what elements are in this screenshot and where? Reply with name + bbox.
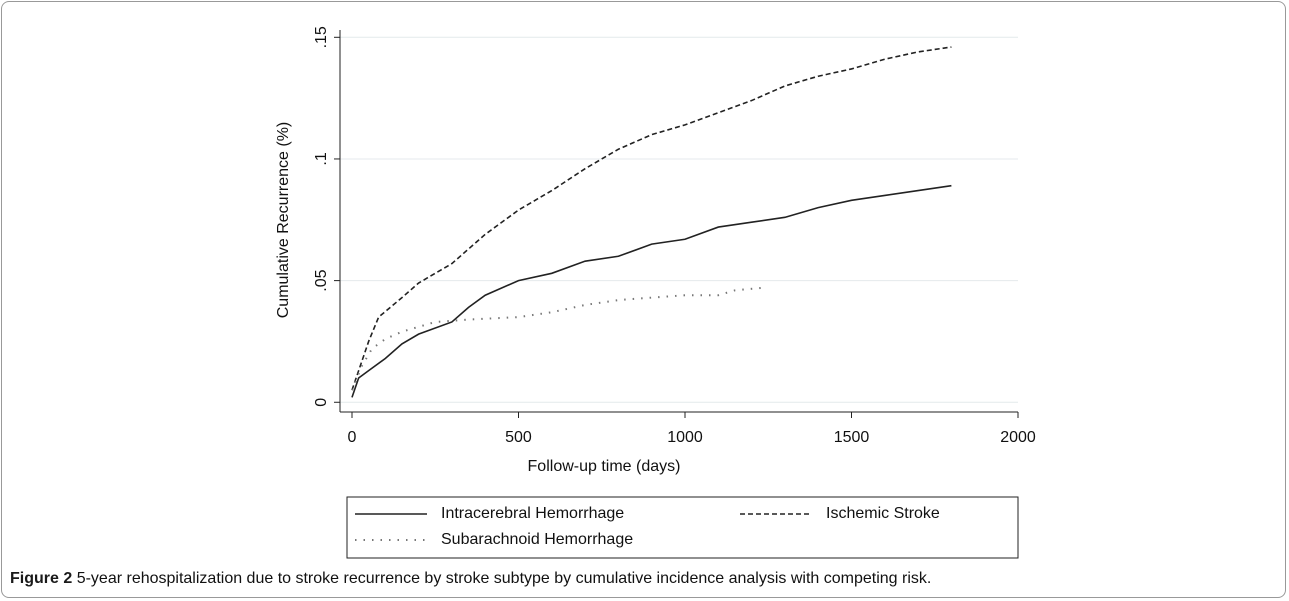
caption: Figure 2 5-year rehospitalization due to… [10, 570, 931, 588]
y-tick-label: .05 [313, 269, 330, 291]
legend-label: Subarachnoid Hemorrhage [441, 531, 633, 548]
x-tick-label: 0 [348, 429, 357, 446]
chart: Follow-up time (days) Cumulative Recurre… [275, 26, 1036, 559]
x-axis-title: Follow-up time (days) [528, 458, 681, 475]
caption-label: Figure 2 [10, 570, 73, 587]
caption-text: 5-year rehospitalization due to stroke r… [76, 570, 932, 587]
legend-box [346, 496, 1019, 559]
x-tick-label: 1000 [667, 429, 703, 446]
series-line [351, 184, 952, 398]
y-tick-label: .15 [313, 26, 330, 48]
y-tick-label: .1 [313, 152, 330, 165]
x-tick-label: 2000 [1000, 429, 1036, 446]
legend-label: Ischemic Stroke [826, 505, 940, 522]
series-line [351, 286, 762, 391]
x-tick-label: 1500 [834, 429, 870, 446]
y-axis-title: Cumulative Recurrence (%) [275, 122, 292, 319]
y-tick-label: 0 [313, 398, 330, 407]
x-tick-label: 500 [505, 429, 532, 446]
legend-label: Intracerebral Hemorrhage [441, 505, 624, 522]
series-line [351, 46, 952, 391]
